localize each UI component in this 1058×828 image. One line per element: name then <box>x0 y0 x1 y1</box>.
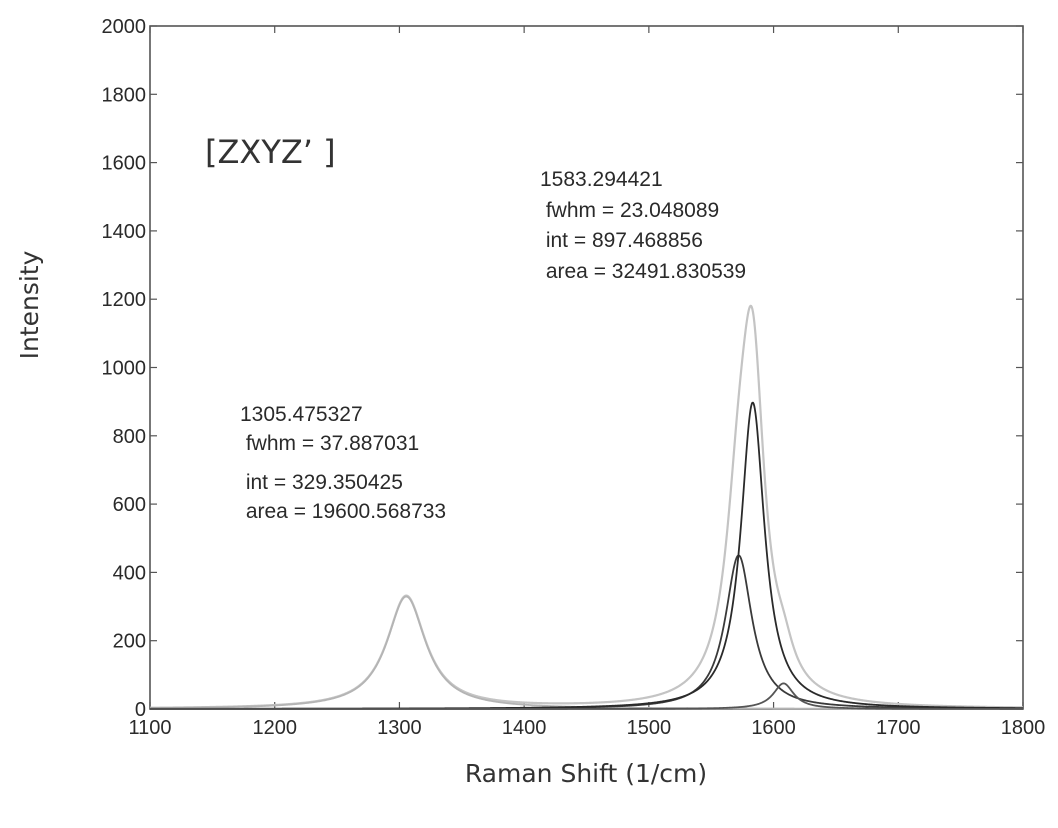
y-tick-label: 0 <box>135 699 146 721</box>
x-tick-label: 1200 <box>252 717 297 739</box>
x-tick-label: 1100 <box>128 717 171 739</box>
y-tick-label: 1800 <box>102 84 147 106</box>
y-axis-label: Intensity <box>15 250 44 359</box>
x-tick-label: 1500 <box>627 717 672 739</box>
spectrum-label: [ZXYZ’ ] <box>205 133 336 171</box>
annotation-2-line-1: 1583.294421 <box>540 168 663 191</box>
annotation-1-line-4: area = 19600.568733 <box>240 500 446 523</box>
annotation-2-line-4: area = 32491.830539 <box>540 260 746 283</box>
x-tick-label: 1800 <box>1001 717 1046 739</box>
y-tick-label: 200 <box>113 631 146 653</box>
annotation-2-line-3: int = 897.468856 <box>540 229 703 252</box>
x-tick-label: 1300 <box>377 717 422 739</box>
y-tick-label: 1200 <box>102 289 147 311</box>
y-tick-label: 1000 <box>102 358 147 380</box>
x-axis-label: Raman Shift (1/cm) <box>465 759 707 788</box>
y-tick-label: 800 <box>113 426 146 448</box>
annotations-layer: [ZXYZ’ ] 1305.475327 fwhm = 37.887031 in… <box>205 133 746 523</box>
x-tick-label: 1400 <box>502 717 547 739</box>
annotation-1-line-3: int = 329.350425 <box>240 471 403 494</box>
y-tick-label: 400 <box>113 562 146 584</box>
y-tick-label: 1600 <box>102 153 147 175</box>
y-tick-label: 2000 <box>102 16 147 38</box>
curves-layer <box>149 304 1024 710</box>
annotation-1-line-1: 1305.475327 <box>240 403 363 426</box>
y-tick-label: 600 <box>113 494 146 516</box>
x-tick-label: 1700 <box>876 717 921 739</box>
annotation-1-line-2: fwhm = 37.887031 <box>240 432 419 455</box>
x-tick-label: 1600 <box>751 717 796 739</box>
y-tick-label: 1400 <box>102 221 147 243</box>
plot-area <box>149 25 1024 710</box>
annotation-2-line-2: fwhm = 23.048089 <box>540 199 719 222</box>
ticks-layer: 1100 1200 1300 1400 1500 1600 1700 1800 0 200 400 6… <box>102 16 1046 739</box>
spectrum-line-5 <box>149 682 1024 710</box>
